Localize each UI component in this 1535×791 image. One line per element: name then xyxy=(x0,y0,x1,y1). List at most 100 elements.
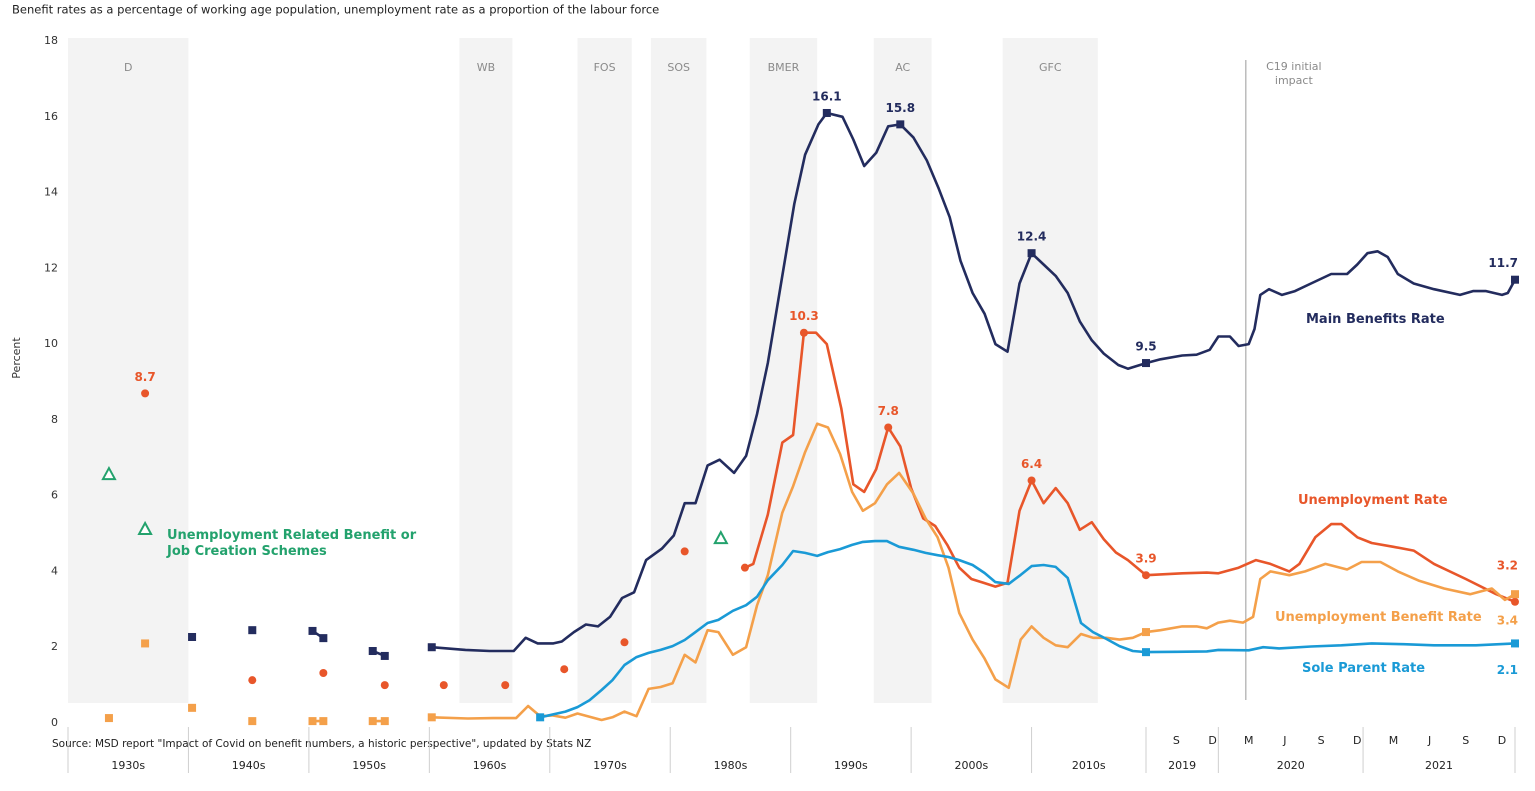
data-label: 12.4 xyxy=(1017,230,1047,244)
series: 3.4 xyxy=(104,422,1519,726)
series-line xyxy=(430,422,1517,722)
data-point xyxy=(368,717,377,726)
x-period-label: 1930s xyxy=(111,759,145,772)
data-point xyxy=(1142,648,1150,657)
x-period-label: 1950s xyxy=(352,759,386,772)
x-period-label: 1970s xyxy=(593,759,627,772)
data-point xyxy=(1511,639,1519,648)
data-point xyxy=(308,717,317,726)
x-month-label: J xyxy=(1427,734,1431,747)
band-label: SOS xyxy=(667,61,690,74)
data-label: 2.1 xyxy=(1497,663,1518,677)
y-tick-label: 10 xyxy=(44,337,58,350)
band-label: AC xyxy=(895,61,910,74)
period-band xyxy=(68,38,189,703)
y-tick-label: 8 xyxy=(51,413,58,426)
y-tick-label: 0 xyxy=(51,716,58,729)
data-point xyxy=(740,563,749,572)
x-period-label: 2010s xyxy=(1072,759,1106,772)
series-label: Main Benefits Rate xyxy=(1306,312,1445,327)
x-period-label: 1990s xyxy=(834,759,868,772)
data-point xyxy=(1027,476,1036,485)
data-label: 3.9 xyxy=(1135,552,1156,566)
data-point xyxy=(101,465,117,481)
y-tick-label: 6 xyxy=(51,489,58,502)
data-label: 6.4 xyxy=(1021,457,1042,471)
series-label: Unemployment Related Benefit or Job Crea… xyxy=(167,528,417,559)
y-tick-label: 18 xyxy=(44,34,58,47)
y-tick-label: 4 xyxy=(51,564,58,577)
data-point xyxy=(713,530,729,545)
data-point xyxy=(308,626,317,635)
series: 8.7 10.3 7.8 6.4 3.9 3.2 xyxy=(134,309,1519,690)
x-period-label: 2019 xyxy=(1168,759,1196,772)
x-month-label: D xyxy=(1498,734,1506,747)
data-label: 8.7 xyxy=(134,370,155,384)
x-month-label: D xyxy=(1353,734,1361,747)
data-point xyxy=(188,703,197,712)
data-point xyxy=(380,651,389,660)
series-line xyxy=(743,331,1517,604)
data-label: 3.2 xyxy=(1497,558,1518,572)
y-tick-label: 16 xyxy=(44,110,58,123)
series: 16.1 15.8 12.4 9.5 11.7 xyxy=(188,89,1519,660)
x-period-label: 2021 xyxy=(1425,759,1453,772)
event-label: C19 initial impact xyxy=(1266,60,1322,87)
data-point xyxy=(620,638,629,647)
band-label: GFC xyxy=(1039,61,1062,74)
period-band xyxy=(577,38,632,703)
data-point xyxy=(799,328,808,337)
period-band xyxy=(1002,38,1098,703)
period-band xyxy=(873,38,932,703)
band-label: WB xyxy=(477,61,495,74)
data-point xyxy=(1511,275,1519,284)
data-point xyxy=(368,647,377,656)
x-month-label: S xyxy=(1462,734,1469,747)
data-point xyxy=(1511,590,1519,599)
data-point xyxy=(141,389,150,398)
x-period-label: 1980s xyxy=(714,759,748,772)
data-point xyxy=(380,717,389,726)
data-point xyxy=(319,717,328,726)
data-point xyxy=(380,681,389,690)
x-month-label: S xyxy=(1173,734,1180,747)
x-period-label: 1940s xyxy=(232,759,266,772)
y-tick-label: 2 xyxy=(51,640,58,653)
chart-title: Benefit rates as a percentage of working… xyxy=(12,3,659,17)
data-point xyxy=(1142,628,1150,637)
series-line xyxy=(538,539,1517,719)
source-note: Source: MSD report "Impact of Covid on b… xyxy=(52,738,591,750)
data-point xyxy=(141,639,150,648)
x-month-label: D xyxy=(1208,734,1216,747)
data-label: 10.3 xyxy=(789,309,819,323)
series-line xyxy=(430,111,1517,653)
x-period-label: 1960s xyxy=(473,759,507,772)
band-label: BMER xyxy=(768,61,800,74)
data-label: 7.8 xyxy=(878,404,899,418)
band-label: FOS xyxy=(594,61,616,74)
data-point xyxy=(560,665,569,674)
data-label: 16.1 xyxy=(812,89,842,103)
band-label: D xyxy=(124,61,132,74)
data-label: 3.4 xyxy=(1497,614,1518,628)
data-point xyxy=(822,108,831,117)
x-period-label: 2020 xyxy=(1277,759,1305,772)
data-point xyxy=(104,714,113,723)
series-label: Unemployment Rate xyxy=(1298,493,1448,508)
data-point xyxy=(439,681,448,690)
data-point xyxy=(319,634,328,643)
data-point xyxy=(427,643,436,652)
series xyxy=(101,465,729,545)
data-point xyxy=(1142,571,1150,580)
x-month-label: S xyxy=(1318,734,1325,747)
data-label: 15.8 xyxy=(885,101,915,115)
x-period-label: 2000s xyxy=(954,759,988,772)
data-point xyxy=(896,120,905,129)
data-label: 9.5 xyxy=(1135,340,1156,354)
period-band xyxy=(650,38,707,703)
y-axis-label: Percent xyxy=(10,337,23,379)
x-month-label: J xyxy=(1282,734,1286,747)
data-point xyxy=(427,713,436,722)
y-tick-label: 12 xyxy=(44,261,58,274)
